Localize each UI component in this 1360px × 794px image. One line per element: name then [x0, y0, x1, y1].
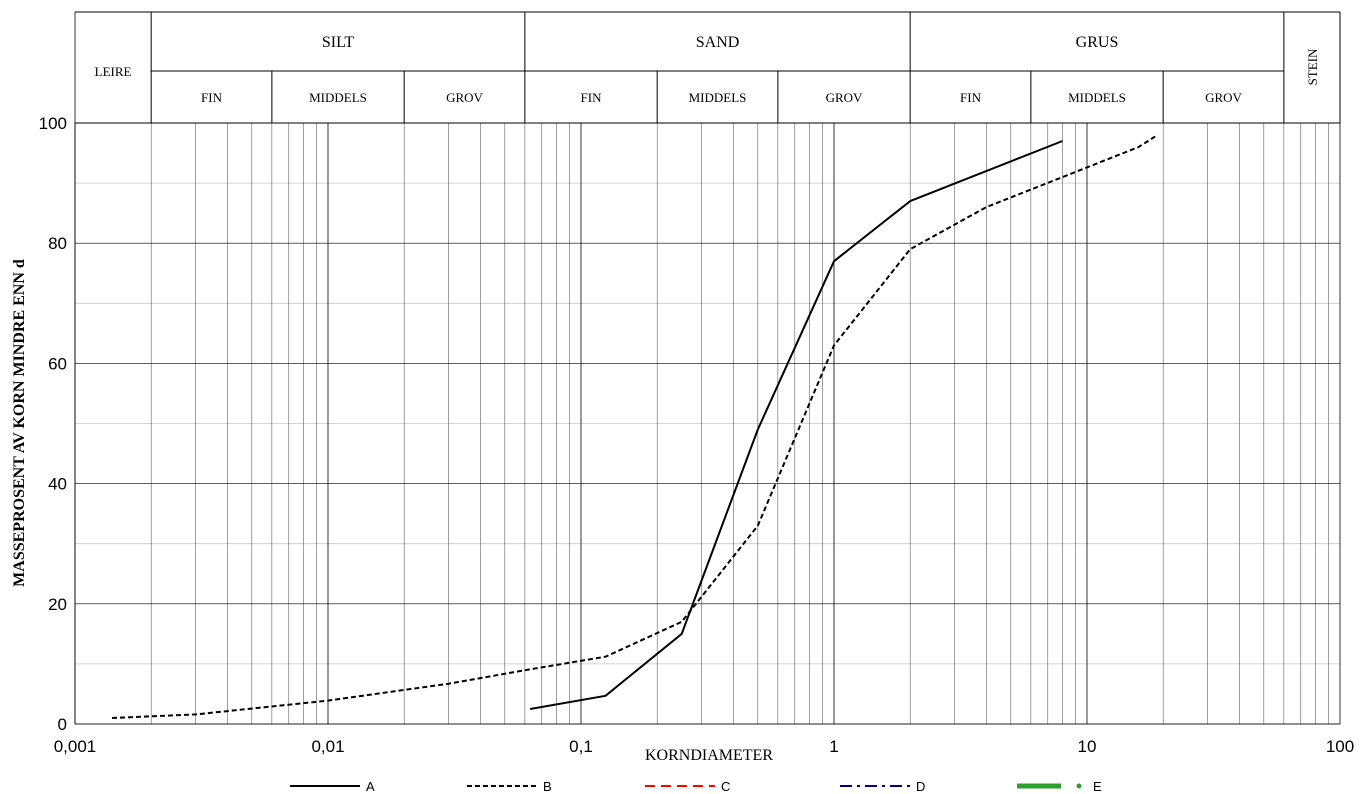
header-subclass-label: FIN	[581, 90, 603, 105]
x-tick-label: 0,1	[569, 737, 593, 756]
legend-marker-e	[1076, 783, 1082, 789]
plot-series	[111, 134, 1159, 719]
legend-label-e: E	[1093, 779, 1102, 794]
y-tick-label: 60	[48, 354, 67, 373]
header-subclass-label: GROV	[1205, 90, 1242, 105]
legend-label-d: D	[916, 779, 925, 794]
header-subclass-label: GROV	[826, 90, 863, 105]
y-tick-label: 40	[48, 475, 67, 494]
legend-label-b: B	[543, 779, 552, 794]
header-subclass-label: GROV	[446, 90, 483, 105]
header-group-label: GRUS	[1076, 34, 1119, 51]
header-stein-label: STEIN	[1305, 48, 1320, 85]
x-tick-label: 1	[829, 737, 838, 756]
header-subclass-label: MIDDELS	[689, 90, 747, 105]
grid	[74, 12, 1341, 725]
y-tick-label: 80	[48, 234, 67, 253]
y-tick-label: 100	[39, 114, 67, 133]
legend-label-a: A	[366, 779, 375, 794]
x-tick-label: 0,01	[311, 737, 344, 756]
header-subclass-label: FIN	[201, 90, 223, 105]
header-subclass-label: FIN	[960, 90, 982, 105]
x-tick-label: 0,001	[54, 737, 97, 756]
x-tick-label: 10	[1078, 737, 1097, 756]
y-tick-label: 20	[48, 595, 67, 614]
header-subclass-label: MIDDELS	[1068, 90, 1126, 105]
axes: MASSEPROSENT AV KORN MINDRE ENN d KORNDI…	[11, 114, 1354, 764]
series-line-b	[111, 134, 1159, 719]
header-subclass-label: MIDDELS	[309, 90, 367, 105]
header-group-label: SAND	[696, 34, 740, 51]
y-axis-title: MASSEPROSENT AV KORN MINDRE ENN d	[11, 259, 28, 587]
legend-label-c: C	[721, 779, 730, 794]
series-line-a	[530, 140, 1063, 710]
soil-class-header: LEIRE SILT FIN MIDDELS GROV SAND FIN MIDDELS GRO…	[75, 11, 1341, 124]
header-group-label: SILT	[322, 34, 355, 51]
legend: A B C D E	[290, 779, 1102, 794]
header-leire-label: LEIRE	[95, 64, 132, 79]
x-tick-label: 100	[1326, 737, 1354, 756]
x-axis-title: KORNDIAMETER	[645, 747, 773, 764]
y-tick-label: 0	[58, 715, 67, 734]
